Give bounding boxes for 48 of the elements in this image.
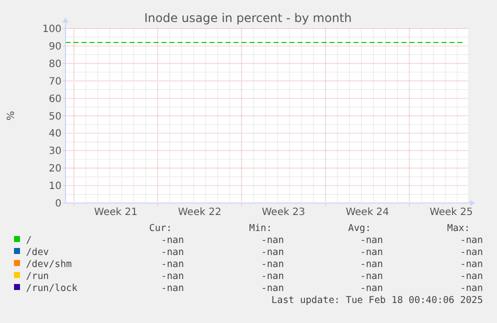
legend-label: /dev/shm <box>26 259 72 270</box>
text: -nan <box>261 259 284 270</box>
text: -nan <box>360 247 383 258</box>
x-tick-label: Week 24 <box>346 207 390 218</box>
x-tick-label: Week 22 <box>178 207 222 218</box>
y-tick-label: 80 <box>48 58 62 70</box>
y-tick-label: 20 <box>48 164 62 175</box>
text: -nan <box>261 235 284 246</box>
x-tick-label: Week 25 <box>430 207 473 218</box>
text: -nan <box>161 283 184 294</box>
y-axis-title: % <box>6 110 17 121</box>
text: Avg: <box>348 223 371 234</box>
text: -nan <box>261 271 284 282</box>
text: -nan <box>460 271 483 282</box>
text: -nan <box>161 235 184 246</box>
text: -nan <box>161 271 184 282</box>
text: -nan <box>261 247 284 258</box>
text: Max: <box>447 223 470 234</box>
y-tick-label: 0 <box>55 198 62 210</box>
text: -nan <box>360 271 383 282</box>
y-tick-label: 10 <box>48 181 62 192</box>
y-tick-label: 40 <box>48 128 62 140</box>
text: -nan <box>460 247 483 258</box>
legend-label: / <box>26 235 32 246</box>
x-tick-label: Week 21 <box>94 207 138 218</box>
y-tick-label: 30 <box>48 146 62 158</box>
text: -nan <box>360 259 383 270</box>
text: -nan <box>460 259 483 270</box>
chart-title: Inode usage in percent - by month <box>144 11 352 25</box>
text: -nan <box>460 235 483 246</box>
legend-label: /run/lock <box>26 283 78 294</box>
legend-label: /dev <box>26 247 50 258</box>
legend-label: /run <box>26 271 49 282</box>
text: -nan <box>261 283 284 294</box>
text: -nan <box>161 259 184 270</box>
text: Last update: Tue Feb 18 00:40:06 2025 <box>271 295 483 306</box>
x-tick-label: Week 23 <box>262 207 306 218</box>
y-tick-label: 50 <box>48 111 62 122</box>
text: -nan <box>360 235 383 246</box>
y-tick-label: 60 <box>48 94 62 105</box>
y-tick-label: 90 <box>48 41 62 52</box>
y-tick-label: 100 <box>42 24 62 35</box>
text: Min: <box>249 223 272 234</box>
text: Cur: <box>149 223 172 234</box>
text: -nan <box>360 283 383 294</box>
text: -nan <box>460 283 483 294</box>
y-tick-label: 70 <box>48 76 62 88</box>
text: -nan <box>161 247 184 258</box>
